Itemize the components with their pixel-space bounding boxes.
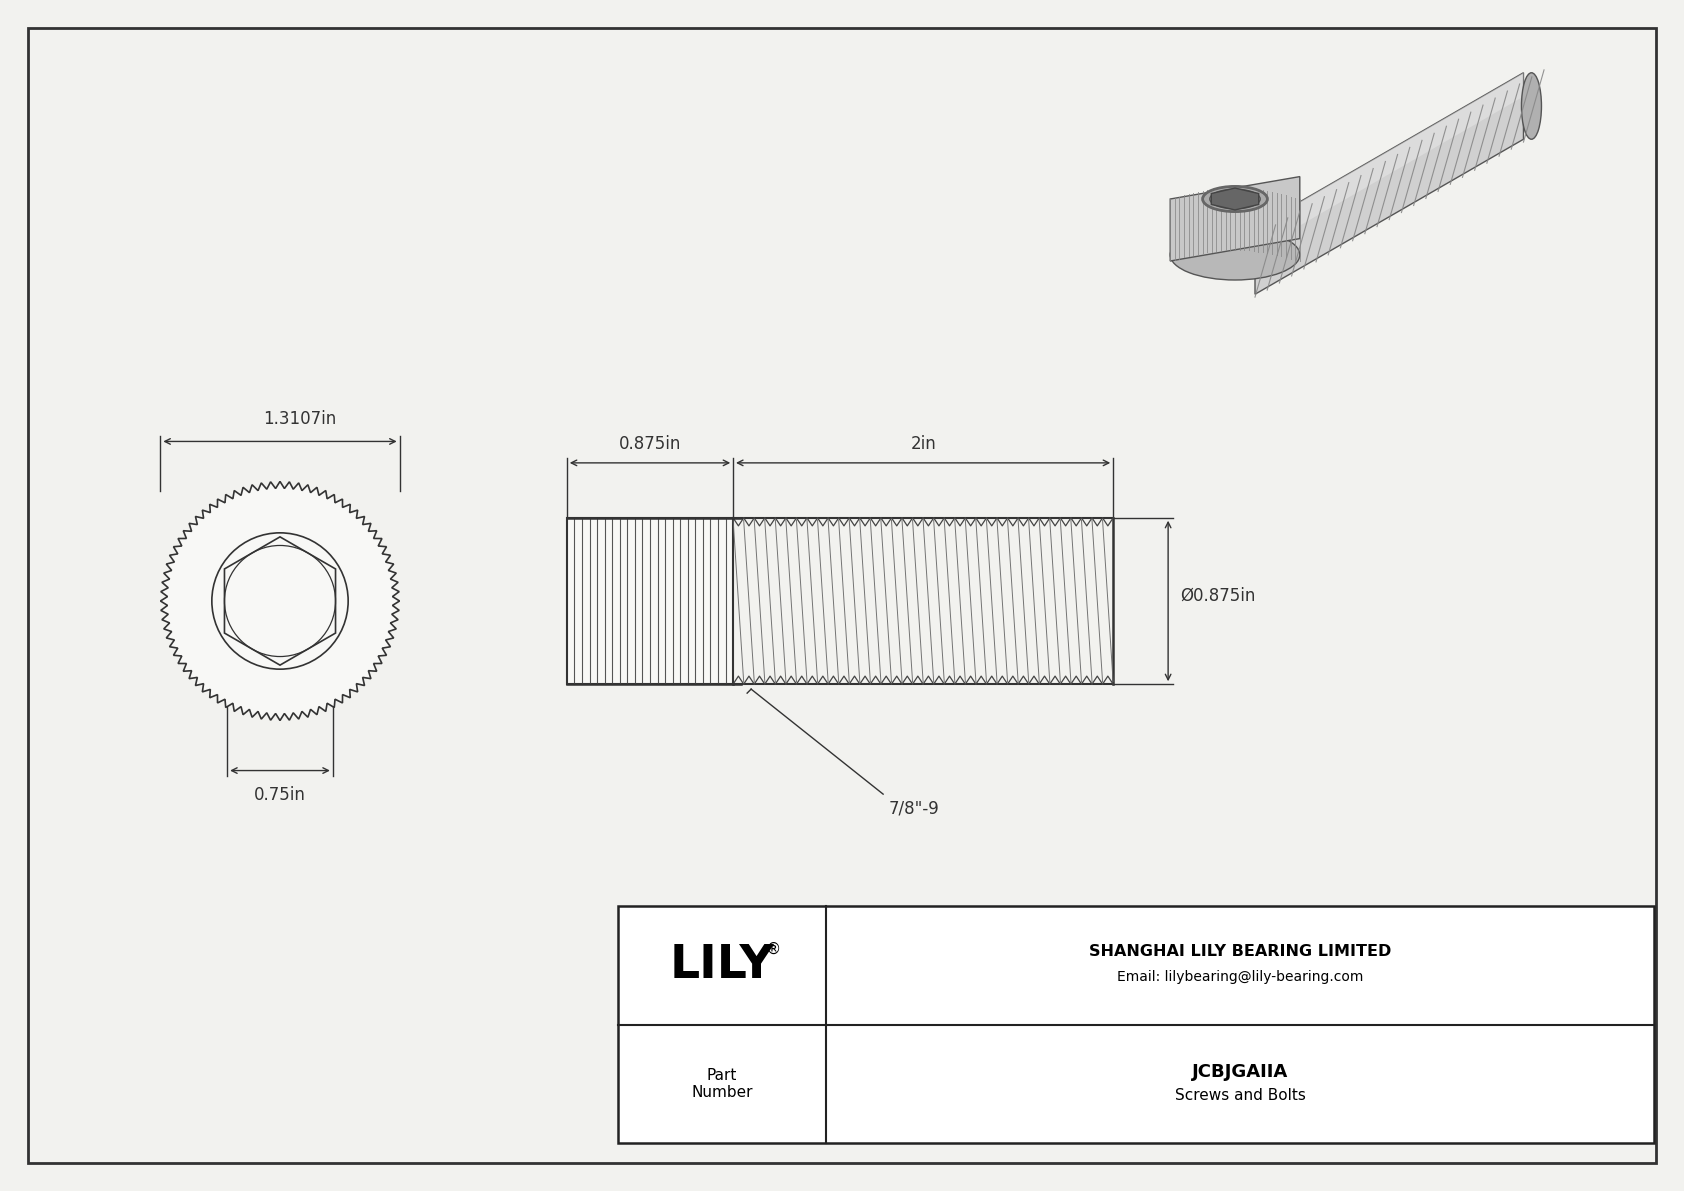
- Text: 1.3107in: 1.3107in: [263, 411, 337, 429]
- Polygon shape: [1170, 176, 1300, 261]
- Text: Screws and Bolts: Screws and Bolts: [1174, 1089, 1305, 1103]
- Text: 0.875in: 0.875in: [618, 435, 682, 453]
- Polygon shape: [160, 481, 399, 721]
- Ellipse shape: [1202, 187, 1268, 212]
- Ellipse shape: [1209, 189, 1260, 208]
- Text: 2in: 2in: [911, 435, 936, 453]
- Text: LILY: LILY: [670, 943, 775, 987]
- Text: ®: ®: [766, 942, 781, 956]
- Bar: [618, 906, 1654, 1143]
- Circle shape: [212, 532, 349, 669]
- Text: JCBJGAIIA: JCBJGAIIA: [1192, 1062, 1288, 1080]
- Text: Email: lilybearing@lily-bearing.com: Email: lilybearing@lily-bearing.com: [1116, 971, 1362, 984]
- Text: Part
Number: Part Number: [690, 1067, 753, 1100]
- Text: 0.75in: 0.75in: [254, 786, 306, 804]
- Polygon shape: [1255, 73, 1524, 251]
- Polygon shape: [1211, 188, 1258, 210]
- Text: SHANGHAI LILY BEARING LIMITED: SHANGHAI LILY BEARING LIMITED: [1090, 943, 1391, 959]
- Polygon shape: [1255, 73, 1524, 294]
- Ellipse shape: [1170, 230, 1300, 280]
- Text: Ø0.875in: Ø0.875in: [1180, 587, 1256, 605]
- Bar: [568, 518, 733, 684]
- Polygon shape: [224, 537, 335, 665]
- Ellipse shape: [1521, 73, 1541, 139]
- Text: 7/8"-9: 7/8"-9: [887, 799, 940, 817]
